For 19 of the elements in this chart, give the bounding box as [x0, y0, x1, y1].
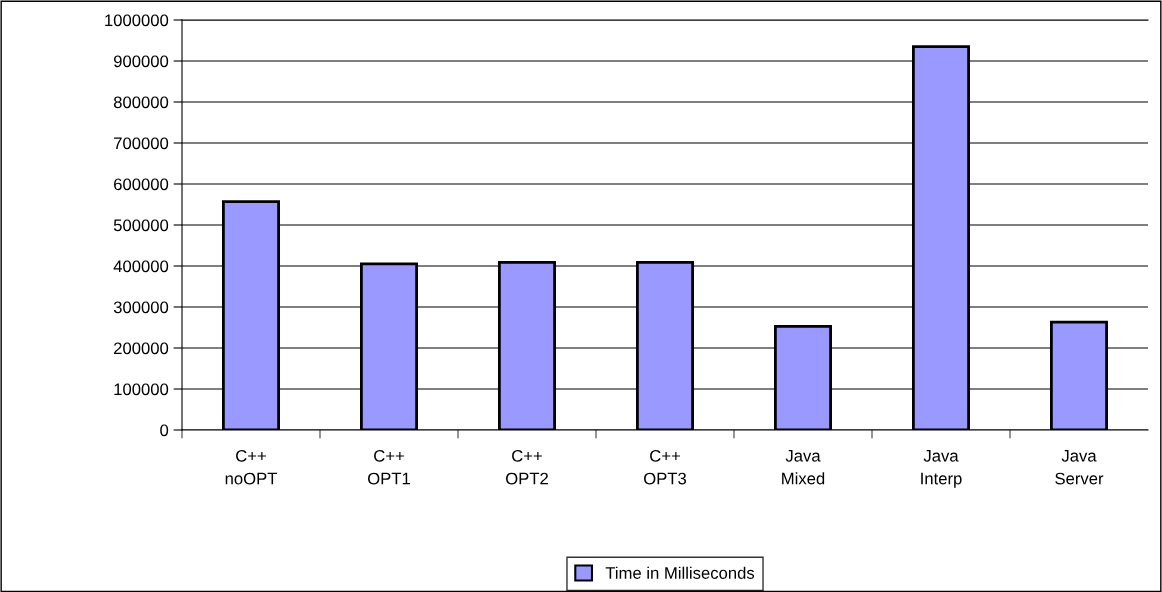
y-tick-label: 200000	[114, 342, 169, 355]
y-tick-label: 900000	[113, 55, 169, 68]
x-tick-label: C++ OPT2	[506, 449, 548, 485]
y-tick-label: 700000	[114, 137, 169, 150]
y-tick-label: 0	[160, 424, 169, 437]
y-tick-label: 1000000	[105, 14, 169, 27]
x-tick-label: C++ OPT3	[644, 449, 687, 485]
y-tick-label: 100000	[114, 383, 169, 396]
x-tick-label: Java Mixed	[782, 450, 825, 485]
x-tick-label: Java Server	[1055, 450, 1104, 485]
y-tick-label: 500000	[113, 219, 169, 232]
y-tick-label: 800000	[113, 96, 169, 109]
y-tick-label: 300000	[113, 301, 169, 314]
legend-label: Time in Milliseconds	[605, 566, 755, 579]
y-tick-label: 400000	[113, 260, 169, 273]
x-tick-label: C++ OPT1	[368, 449, 410, 485]
x-tick-label: Java Interp	[921, 450, 962, 488]
y-tick-label: 600000	[114, 178, 169, 191]
x-tick-label: C++ noOPT	[225, 449, 278, 485]
